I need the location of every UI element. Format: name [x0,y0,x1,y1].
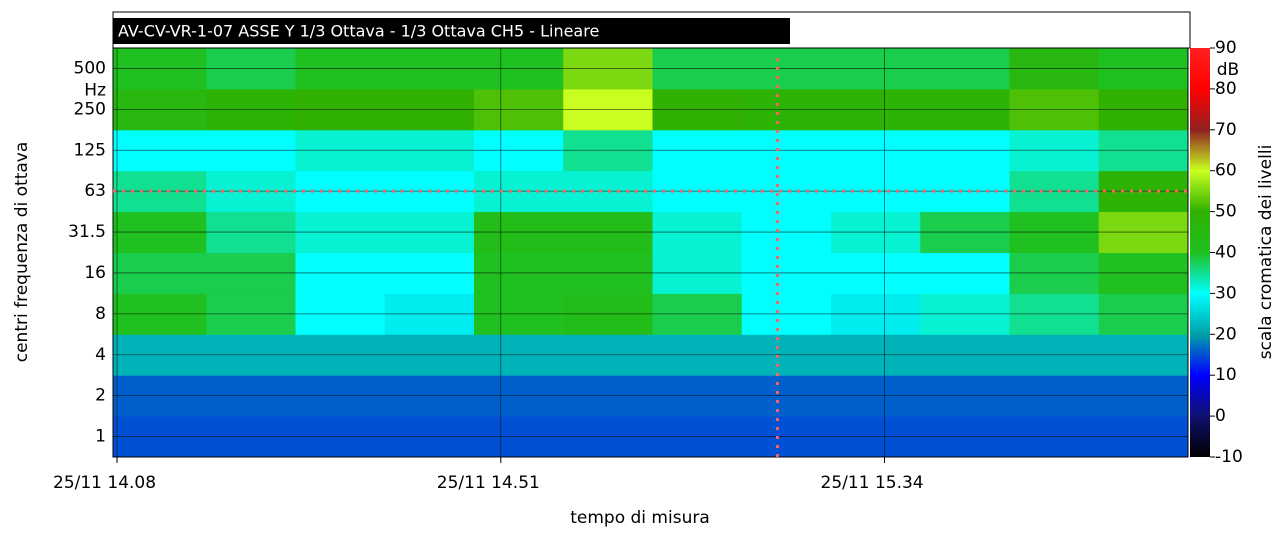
y-tick-label: 250 [74,99,106,119]
colorbar-tick-label: 60 [1215,161,1237,181]
x-tick-label: 25/11 14.51 [437,473,540,493]
colorbar-tick-label: 30 [1215,283,1237,303]
colorbar-tick-label: 70 [1215,120,1237,140]
y-tick-label: 31.5 [68,222,106,242]
y-unit: Hz [84,80,106,100]
y-tick-label: 2 [95,386,106,406]
colorbar-tick-label: 40 [1215,243,1237,263]
colorbar-unit: dB [1217,60,1239,80]
colorbar-tick-label: 80 [1215,79,1237,99]
y-axis-label: centri frequenza di ottava [12,142,32,363]
colorbar-tick-label: 10 [1215,365,1237,385]
y-tick-label: 1 [95,427,106,447]
colorbar-tick-label: 0 [1215,406,1226,426]
y-tick-label: 8 [95,304,106,324]
y-tick-label: 500 [74,58,106,78]
colorbar-tick-label: 50 [1215,202,1237,222]
colorbar-label: scala cromatica dei livelli [1256,145,1276,360]
x-tick-label: 25/11 14.08 [53,473,156,493]
chart-title: AV-CV-VR-1-07 ASSE Y 1/3 Ottava - 1/3 Ot… [118,22,599,41]
y-tick-label: 4 [95,345,106,365]
title-bg [113,18,790,44]
colorbar-tick-label: 20 [1215,324,1237,344]
plot-frame [112,47,1189,458]
colorbar-tick-label: -10 [1215,447,1243,467]
colorbar-tick-label: 90 [1215,38,1237,58]
y-tick-label: 63 [84,181,106,201]
x-axis-label: tempo di misura [570,508,710,528]
y-tick-label: 16 [84,263,106,283]
y-tick-label: 125 [74,140,106,160]
x-tick-label: 25/11 15.34 [821,473,924,493]
colorbar [1190,48,1210,457]
